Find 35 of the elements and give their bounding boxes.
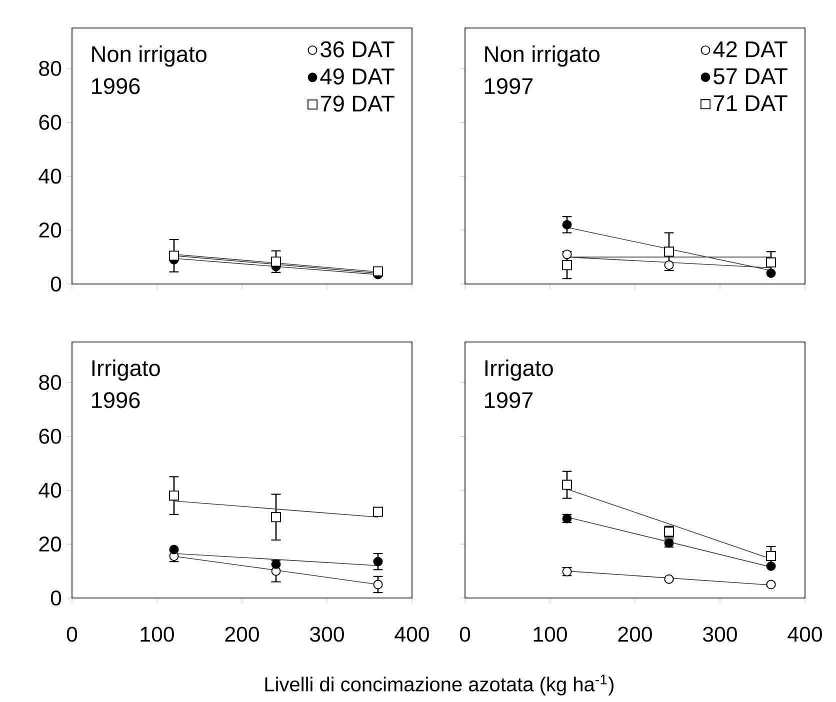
x-axis-title: Livelli di concimazione azotata (kg ha$^{-1}$) bbox=[265, 674, 614, 696]
text: 1997 bbox=[485, 392, 533, 408]
y-tick-label: 20 bbox=[39, 536, 62, 552]
text: 1997 bbox=[485, 78, 533, 94]
x-tick-label: 0 bbox=[66, 626, 78, 642]
x-tick-label: 100 bbox=[534, 626, 567, 642]
legend-label: 36 DAT bbox=[320, 41, 394, 58]
y-tick-label: 40 bbox=[38, 482, 62, 498]
x-tick-label: 100 bbox=[140, 626, 174, 642]
y-tick-label: 60 bbox=[39, 114, 62, 130]
y-tick-label: 60 bbox=[39, 428, 62, 444]
legend-label: 57 DAT bbox=[714, 68, 788, 84]
x-tick-label: 400 bbox=[394, 626, 429, 642]
y-tick-label: 20 bbox=[39, 222, 62, 238]
legend-label: 42 DAT bbox=[713, 41, 788, 58]
text: Irrigato bbox=[92, 360, 160, 381]
y-tick-label: 0 bbox=[50, 276, 62, 292]
x-tick-label: 300 bbox=[310, 626, 344, 642]
text: 1996 bbox=[92, 392, 140, 408]
legend-label: 49 DAT bbox=[320, 68, 394, 84]
y-tick-label: 80 bbox=[39, 60, 62, 76]
text: Non irrigato bbox=[485, 46, 600, 67]
x-tick-label: 200 bbox=[618, 626, 652, 642]
x-tick-label: 200 bbox=[225, 626, 259, 642]
text: 1996 bbox=[92, 78, 140, 94]
y-tick-label: 40 bbox=[38, 168, 62, 184]
legend-label: 79 DAT bbox=[320, 96, 394, 112]
y-tick-label: 80 bbox=[39, 374, 62, 390]
text: Irrigato bbox=[485, 360, 553, 381]
x-tick-label: 300 bbox=[703, 626, 737, 642]
legend-label: 71 DAT bbox=[714, 95, 788, 111]
x-tick-label: 0 bbox=[460, 626, 470, 642]
y-tick-label: 0 bbox=[50, 590, 62, 606]
text: Non irrigato bbox=[92, 46, 206, 67]
x-tick-label: 400 bbox=[788, 626, 822, 642]
